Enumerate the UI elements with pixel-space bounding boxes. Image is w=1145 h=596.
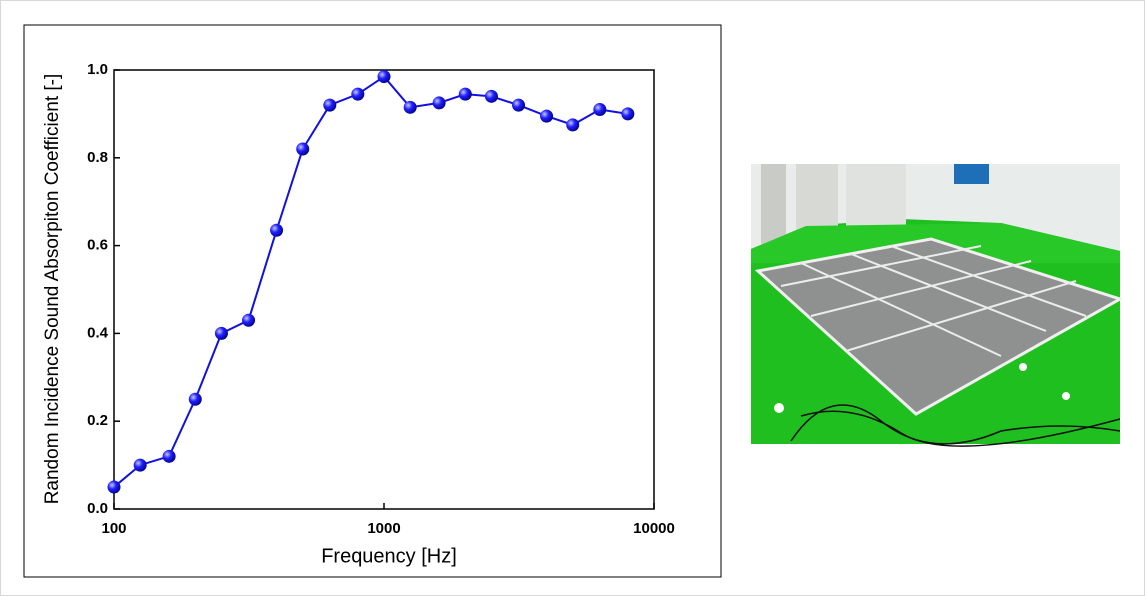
x-tick-label: 1000 <box>367 520 400 537</box>
data-point <box>162 449 176 463</box>
y-tick-label: 0.6 <box>87 237 108 254</box>
y-tick-label: 1.0 <box>87 61 108 78</box>
data-point <box>458 87 472 101</box>
data-point <box>512 98 526 112</box>
x-axis-label: Frequency [Hz] <box>321 545 457 567</box>
y-tick-label: 0.4 <box>87 324 109 341</box>
y-tick-label: 0.8 <box>87 149 108 166</box>
x-tick-label: 100 <box>101 520 126 537</box>
data-point <box>323 98 337 112</box>
photo <box>751 164 1124 447</box>
data-point <box>242 313 256 327</box>
data-point <box>351 87 365 101</box>
data-point <box>188 392 202 406</box>
data-point <box>107 480 121 494</box>
data-point <box>484 89 498 103</box>
data-point <box>593 103 607 117</box>
data-point <box>566 118 580 132</box>
data-point <box>621 107 635 121</box>
data-point <box>214 326 228 340</box>
y-tick-label: 0.2 <box>87 412 108 429</box>
y-tick-label: 0.0 <box>87 500 108 517</box>
chart-frame <box>23 24 722 578</box>
data-point <box>270 223 284 237</box>
data-point <box>377 70 391 84</box>
data-point <box>403 100 417 114</box>
data-point <box>540 109 554 123</box>
data-point <box>133 458 147 472</box>
data-point <box>432 96 446 110</box>
y-axis-label: Random Incidence Sound Absorpiton Coeffi… <box>42 74 63 505</box>
data-point <box>296 142 310 156</box>
x-tick-label: 10000 <box>633 520 675 537</box>
